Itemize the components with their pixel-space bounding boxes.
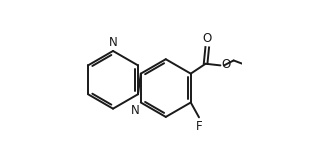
- Text: O: O: [221, 58, 230, 71]
- Text: O: O: [203, 32, 212, 45]
- Text: F: F: [196, 120, 202, 133]
- Text: N: N: [109, 36, 117, 49]
- Text: N: N: [130, 104, 139, 117]
